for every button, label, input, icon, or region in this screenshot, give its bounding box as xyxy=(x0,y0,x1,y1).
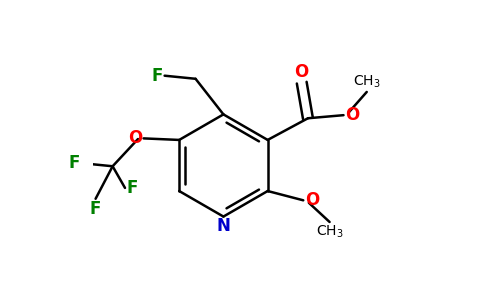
Text: CH$_3$: CH$_3$ xyxy=(316,224,344,240)
Text: F: F xyxy=(69,154,80,172)
Text: O: O xyxy=(128,129,142,147)
Text: N: N xyxy=(216,217,230,235)
Text: O: O xyxy=(295,63,309,81)
Text: CH$_3$: CH$_3$ xyxy=(353,74,380,90)
Text: O: O xyxy=(345,106,359,124)
Text: F: F xyxy=(90,200,101,218)
Text: F: F xyxy=(151,67,163,85)
Text: F: F xyxy=(126,179,138,197)
Text: O: O xyxy=(305,191,319,209)
